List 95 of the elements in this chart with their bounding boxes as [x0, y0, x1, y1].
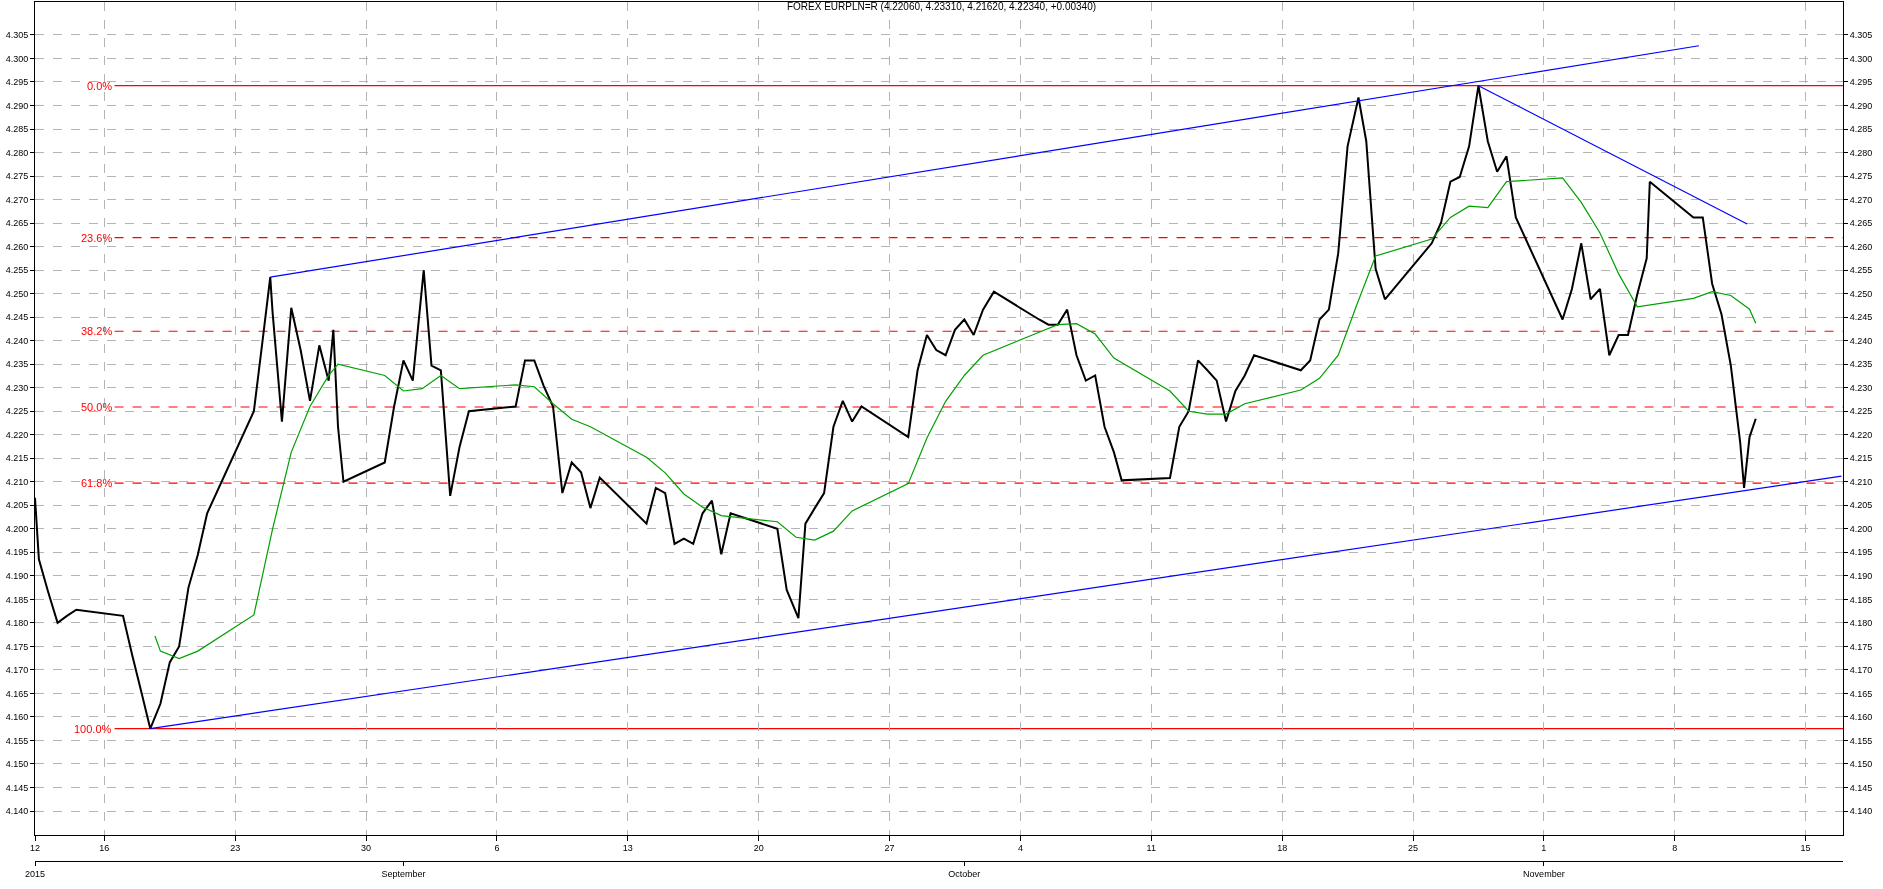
y-tick-label: 4.285 [5, 124, 29, 135]
y-tick-label: 4.225 [5, 406, 29, 417]
x-tick-label: 6 [494, 843, 500, 854]
y-tick-label: 4.265 [5, 218, 29, 229]
x-tick-label: 11 [1146, 843, 1156, 854]
y2-tick-label: 4.300 [1849, 53, 1873, 64]
y-tick-label: 4.145 [5, 782, 29, 793]
y2-tick-label: 4.140 [1849, 806, 1873, 817]
line-series [154, 177, 1757, 660]
x-tick-label: 23 [230, 843, 241, 854]
x2-tick-label: October [948, 868, 981, 879]
y-tick-label: 4.160 [5, 712, 29, 723]
y-tick-label: 4.270 [5, 194, 29, 205]
y2-tick-label: 4.260 [1849, 241, 1873, 252]
y-tick-label: 4.185 [5, 594, 29, 605]
chart-title: FOREX EURPLN=R (4.22060, 4.23310, 4.21620, 4.22340, +0.00340) [786, 0, 1097, 12]
y-tick-label: 4.140 [5, 806, 29, 817]
y-tick-label: 4.150 [5, 759, 29, 770]
y-tick-label: 4.195 [5, 547, 29, 558]
y2-tick-label: 4.230 [1849, 382, 1873, 393]
y-tick-label: 4.260 [5, 241, 29, 252]
annotation: 0.0% [87, 80, 113, 92]
y2-tick-label: 4.220 [1849, 429, 1873, 440]
y2-tick-label: 4.195 [1849, 547, 1873, 558]
x-tick-label: 30 [361, 843, 372, 854]
y-tick-label: 4.305 [5, 30, 29, 41]
y2-tick-label: 4.265 [1849, 218, 1873, 229]
x-tick-label: 16 [99, 843, 110, 854]
y2-tick-label: 4.205 [1849, 500, 1873, 511]
x-tick-label: 27 [884, 843, 895, 854]
y-tick-label: 4.280 [5, 147, 29, 158]
y2-tick-label: 4.215 [1849, 453, 1873, 464]
y2-tick-label: 4.210 [1849, 476, 1873, 487]
annotation: 61.8% [81, 477, 113, 489]
y2-tick-label: 4.280 [1849, 147, 1873, 158]
y2-tick-label: 4.175 [1849, 641, 1873, 652]
annotation: 100.0% [74, 723, 112, 735]
y2-tick-label: 4.145 [1849, 782, 1873, 793]
y2-tick-label: 4.255 [1849, 265, 1873, 276]
y2-tick-label: 4.305 [1849, 30, 1873, 41]
y-tick-label: 4.235 [5, 359, 29, 370]
y-tick-label: 4.255 [5, 265, 29, 276]
x-tick-label: 20 [753, 843, 764, 854]
x2-tick-label: November [1523, 868, 1565, 879]
y-tick-label: 4.170 [5, 665, 29, 676]
y-tick-label: 4.180 [5, 618, 29, 629]
annotation: 50.0% [81, 401, 113, 413]
y-tick-label: 4.230 [5, 382, 29, 393]
y-tick-label: 4.275 [5, 171, 29, 182]
y2-tick-label: 4.275 [1849, 171, 1873, 182]
x-tick-label: 12 [29, 843, 41, 854]
y-tick-label: 4.155 [5, 735, 29, 746]
y2-tick-label: 4.160 [1849, 712, 1873, 723]
y-tick-label: 4.205 [5, 500, 29, 511]
y2-tick-label: 4.285 [1849, 124, 1873, 135]
y2-tick-label: 4.170 [1849, 665, 1873, 676]
x-tick-label: 15 [1800, 843, 1811, 854]
annotation: 38.2% [81, 325, 113, 337]
y-tick-label: 4.165 [5, 688, 29, 699]
y-tick-label: 4.210 [5, 476, 29, 487]
x-tick-label: 18 [1277, 843, 1288, 854]
x-tick-label: 1 [1541, 843, 1547, 854]
y2-tick-label: 4.250 [1849, 288, 1873, 299]
y2-tick-label: 4.200 [1849, 523, 1873, 534]
y-tick-label: 4.220 [5, 429, 29, 440]
x2-tick-label: September [381, 868, 426, 879]
y2-tick-label: 4.245 [1849, 312, 1873, 323]
y-tick-label: 4.240 [5, 335, 29, 346]
y2-tick-label: 4.270 [1849, 194, 1873, 205]
y2-tick-label: 4.290 [1849, 100, 1873, 111]
x-tick-label: 4 [1017, 843, 1023, 854]
annotation: 23.6% [81, 232, 113, 244]
y-tick-label: 4.200 [5, 523, 29, 534]
y2-tick-label: 4.235 [1849, 359, 1873, 370]
y-tick-label: 4.290 [5, 100, 29, 111]
y-tick-label: 4.300 [5, 53, 29, 64]
y2-tick-label: 4.150 [1849, 759, 1873, 770]
y2-tick-label: 4.240 [1849, 335, 1873, 346]
y-tick-label: 4.245 [5, 312, 29, 323]
y2-tick-label: 4.190 [1849, 570, 1873, 581]
x2-tick-label: 2015 [24, 868, 46, 879]
y-tick-label: 4.190 [5, 570, 29, 581]
x-tick-label: 13 [622, 843, 633, 854]
y2-tick-label: 4.155 [1849, 735, 1873, 746]
y2-tick-label: 4.180 [1849, 618, 1873, 629]
y2-tick-label: 4.225 [1849, 406, 1873, 417]
y-tick-label: 4.215 [5, 453, 29, 464]
y2-tick-label: 4.165 [1849, 688, 1873, 699]
y2-tick-label: 4.295 [1849, 77, 1873, 88]
y2-tick-label: 4.185 [1849, 594, 1873, 605]
y-tick-label: 4.295 [5, 77, 29, 88]
y-tick-label: 4.250 [5, 288, 29, 299]
x-tick-label: 8 [1672, 843, 1678, 854]
y-tick-label: 4.175 [5, 641, 29, 652]
x-tick-label: 25 [1408, 843, 1419, 854]
